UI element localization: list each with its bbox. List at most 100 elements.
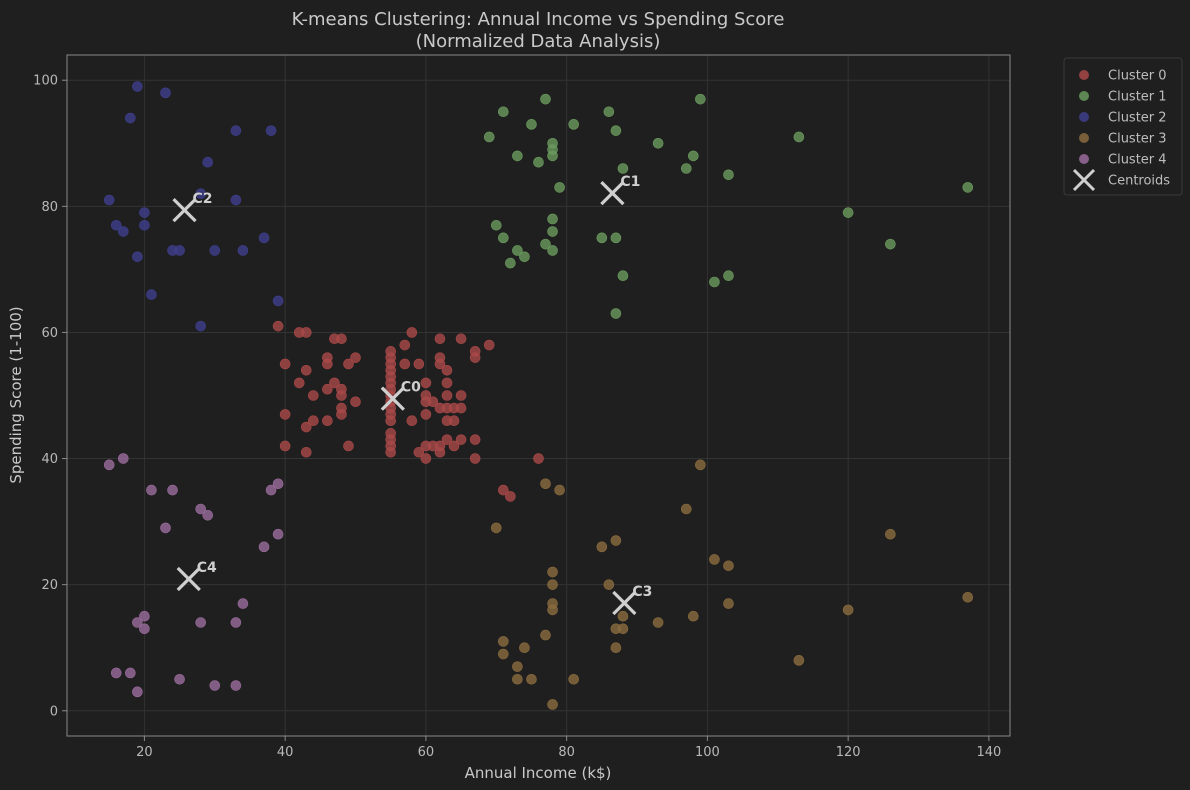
cluster-4-point	[139, 610, 150, 622]
cluster-1-point	[610, 125, 622, 136]
cluster-4-point	[146, 484, 157, 496]
cluster-0-point	[279, 409, 291, 420]
cluster-1-point	[512, 150, 523, 162]
cluster-0-point	[300, 327, 312, 338]
cluster-4-point	[202, 510, 214, 521]
cluster-0-point	[441, 364, 453, 376]
cluster-3-point	[680, 503, 692, 515]
cluster-1-point	[610, 308, 622, 319]
cluster-1-point	[547, 213, 558, 225]
legend-marker-cluster-1	[1079, 91, 1089, 101]
cluster-1-point	[603, 106, 615, 118]
cluster-4-point	[174, 673, 185, 685]
cluster-0-point	[441, 377, 453, 389]
cluster-3-point	[554, 484, 565, 496]
cluster-4-point	[117, 453, 129, 464]
cluster-3-point	[962, 591, 974, 603]
cluster-0-point	[434, 446, 446, 458]
axis-ticks: 20 40 60 80 100 120 140 0 20 40 60 80 100	[33, 74, 1001, 760]
data-points	[103, 81, 974, 710]
cluster-3-point	[596, 541, 608, 553]
y-axis-label: Spending Score (1-100)	[7, 306, 25, 483]
centroid-label: C3	[632, 584, 652, 600]
cluster-1-point	[554, 182, 565, 193]
cluster-0-point	[420, 453, 432, 464]
cluster-1-point	[610, 232, 622, 244]
chart-subtitle: (Normalized Data Analysis)	[416, 31, 661, 52]
legend-label: Centroids	[1108, 174, 1170, 189]
legend-marker-cluster-3	[1079, 133, 1089, 143]
cluster-0-point	[329, 377, 340, 389]
cluster-1-point	[885, 238, 896, 250]
legend-marker-cluster-2	[1079, 112, 1089, 122]
cluster-1-point	[490, 219, 502, 231]
cluster-1-point	[547, 226, 558, 237]
grid	[67, 55, 1010, 736]
cluster-4-point	[139, 623, 150, 635]
cluster-0-point	[293, 377, 305, 389]
cluster-2-point	[139, 207, 150, 218]
cluster-0-point	[322, 358, 333, 370]
cluster-0-point	[308, 390, 319, 401]
centroid-label: C4	[197, 560, 217, 576]
cluster-3-point	[512, 673, 523, 685]
cluster-0-point	[279, 440, 291, 452]
cluster-1-point	[596, 232, 608, 244]
centroid-label: C2	[193, 191, 213, 207]
plot-area-frame	[66, 54, 1011, 737]
y-tick-label: 40	[41, 452, 58, 467]
cluster-1-point	[962, 182, 974, 193]
cluster-2-point	[202, 156, 214, 168]
cluster-0-point	[505, 491, 516, 502]
cluster-3-point	[610, 535, 622, 546]
cluster-0-point	[448, 402, 460, 414]
cluster-0-point	[406, 415, 418, 427]
cluster-3-point	[603, 579, 615, 590]
cluster-0-point	[469, 434, 481, 445]
centroid-marker	[380, 386, 405, 411]
cluster-4-point	[272, 528, 284, 540]
cluster-2-point	[174, 245, 185, 256]
legend: Cluster 0 Cluster 1 Cluster 2 Cluster 3 Clus…	[1063, 57, 1183, 196]
cluster-0-point	[406, 327, 418, 338]
cluster-4-point	[209, 680, 221, 691]
cluster-3-point	[617, 610, 629, 622]
legend-marker-centroids	[1072, 168, 1096, 192]
cluster-3-point	[885, 528, 896, 540]
cluster-0-point	[498, 484, 509, 496]
cluster-0-point	[434, 358, 446, 370]
cluster-1-point	[547, 150, 558, 162]
cluster-3-point	[498, 636, 509, 647]
cluster-3-point	[526, 673, 537, 685]
cluster-2-point	[125, 112, 136, 124]
cluster-4-point	[110, 667, 122, 679]
cluster-0-point	[413, 358, 425, 370]
cluster-2-point	[195, 188, 207, 200]
cluster-0-point	[455, 390, 467, 401]
legend-label: Cluster 0	[1108, 69, 1167, 84]
cluster-1-point	[547, 245, 558, 256]
x-tick-label: 60	[418, 745, 435, 760]
cluster-0-point	[322, 383, 333, 395]
x-tick-label: 100	[695, 745, 720, 760]
cluster-1-point	[533, 156, 544, 168]
cluster-1-point	[842, 207, 854, 218]
cluster-0-point	[441, 434, 453, 445]
cluster-2-point	[272, 295, 284, 307]
cluster-1-point	[512, 245, 523, 256]
cluster-3-point	[610, 642, 622, 654]
cluster-2-point	[160, 87, 171, 99]
cluster-0-point	[533, 453, 544, 464]
cluster-3-point	[540, 629, 551, 641]
cluster-0-point	[300, 364, 312, 376]
y-tick-label: 0	[50, 704, 58, 719]
cluster-0-point	[455, 333, 467, 345]
cluster-0-point	[469, 352, 481, 363]
cluster-0-point	[350, 352, 361, 363]
cluster-0-point	[434, 333, 446, 345]
cluster-3-point	[723, 560, 734, 572]
cluster-0-point	[343, 440, 354, 452]
cluster-0-point	[420, 409, 432, 420]
cluster-4-point	[258, 541, 270, 553]
cluster-2-point	[230, 194, 242, 206]
